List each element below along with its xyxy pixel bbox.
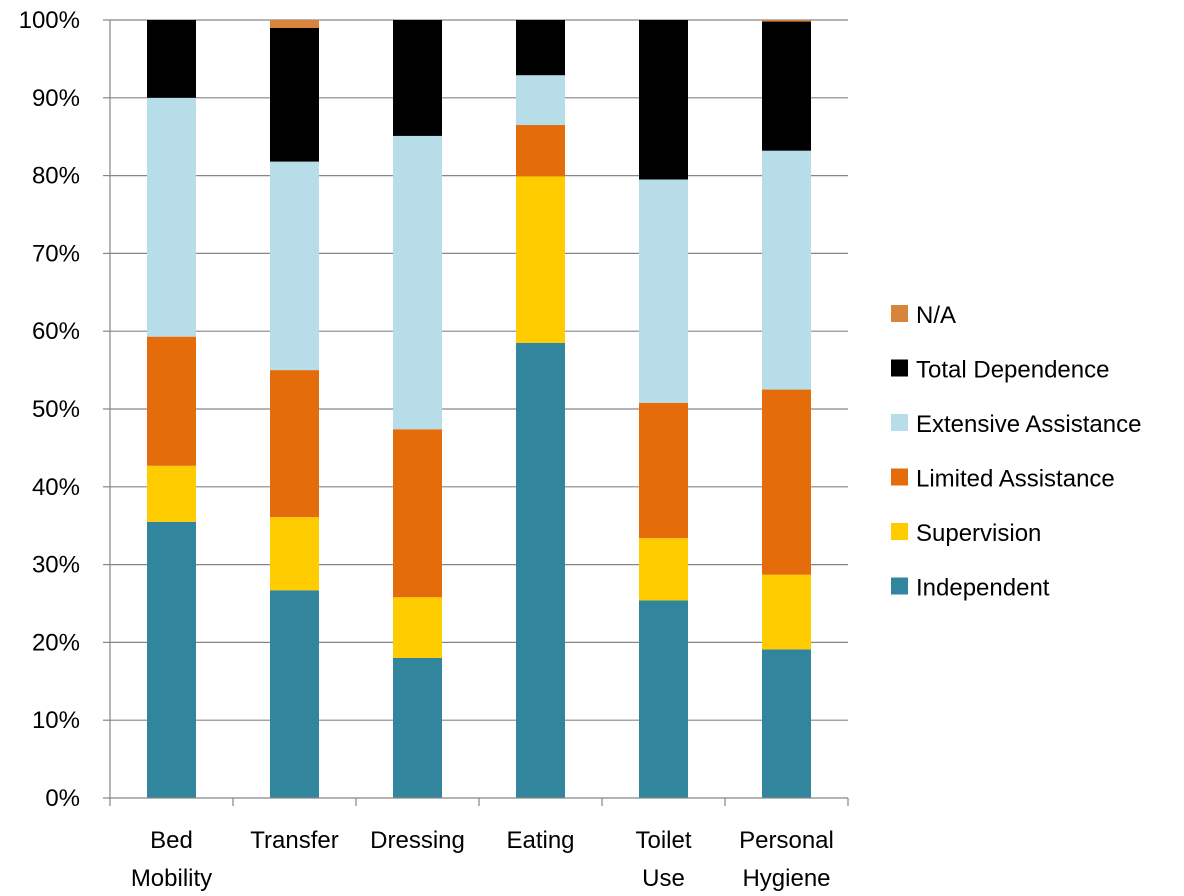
bar-segment-supervision — [762, 574, 811, 650]
x-category-label: Hygiene — [742, 865, 830, 892]
y-tick-label: 30% — [32, 552, 80, 579]
bar-segment-supervision — [639, 538, 688, 601]
bar-segment-extensive-assistance — [762, 150, 811, 390]
legend-label: Supervision — [916, 520, 1041, 547]
x-category-label: Eating — [506, 827, 574, 854]
bar-segment-total-dependence — [516, 20, 565, 76]
x-category-label: Toilet — [635, 827, 691, 854]
y-tick-label: 80% — [32, 163, 80, 190]
bar-segment-total-dependence — [639, 20, 688, 180]
bar-segment-total-dependence — [147, 20, 196, 98]
bar-segment-independent — [270, 590, 319, 798]
bar-segment-extensive-assistance — [393, 135, 442, 430]
axes: 0% 10% 20% 30% 40% 50% 60% 70% 80% 90% 100% Bed Mobi… — [19, 7, 849, 892]
bar-segment-limited-assistance — [147, 336, 196, 466]
bar-segment-supervision — [393, 597, 442, 658]
bar-segment-independent — [147, 521, 196, 798]
x-category-label: Mobility — [131, 865, 212, 892]
legend-swatch — [891, 359, 908, 377]
y-tick-label: 10% — [32, 707, 80, 734]
bar-segment-extensive-assistance — [516, 75, 565, 126]
bar-segment-supervision — [270, 517, 319, 591]
bar-segment-limited-assistance — [393, 429, 442, 598]
x-category-label: Personal — [739, 827, 834, 854]
legend-label: Limited Assistance — [916, 466, 1115, 493]
bar-segment-supervision — [147, 465, 196, 522]
bar-segment-total-dependence — [762, 21, 811, 151]
bar-segment-limited-assistance — [516, 125, 565, 177]
bar-segment-independent — [762, 649, 811, 798]
legend: N/A Total Dependence Extensive Assistance L… — [891, 302, 1141, 602]
x-category-label: Dressing — [370, 827, 465, 854]
legend-swatch — [891, 577, 908, 595]
legend-label: Extensive Assistance — [916, 411, 1141, 438]
x-category-label: Use — [642, 865, 685, 892]
legend-label: Total Dependence — [916, 357, 1109, 384]
legend-label: N/A — [916, 302, 956, 329]
bar-segment-total-dependence — [393, 20, 442, 136]
y-tick-label: 0% — [45, 785, 80, 812]
bar-segment-limited-assistance — [270, 370, 319, 518]
legend-swatch — [891, 305, 908, 322]
bar-segment-extensive-assistance — [147, 97, 196, 337]
bar-segment-extensive-assistance — [270, 161, 319, 371]
bar-segment-limited-assistance — [762, 389, 811, 575]
x-category-label: Bed — [150, 827, 193, 854]
y-tick-label: 50% — [32, 396, 80, 423]
bar-segment-independent — [639, 600, 688, 798]
bar-segment-extensive-assistance — [639, 179, 688, 403]
bar-segment-total-dependence — [270, 27, 319, 162]
y-tick-label: 90% — [32, 85, 80, 112]
gridlines — [110, 19, 848, 721]
y-tick-label: 60% — [32, 318, 80, 345]
y-tick-label: 20% — [32, 629, 80, 656]
legend-swatch — [891, 414, 908, 431]
y-tick-label: 70% — [32, 240, 80, 267]
bar-segment-n-a — [270, 20, 319, 28]
legend-swatch — [891, 468, 908, 486]
bar-segment-independent — [516, 342, 565, 798]
bar-segment-independent — [393, 657, 442, 798]
legend-label: Independent — [916, 575, 1050, 602]
bar-segment-limited-assistance — [639, 402, 688, 539]
y-tick-label: 100% — [19, 7, 80, 34]
bar-segment-supervision — [516, 176, 565, 343]
bars — [147, 20, 811, 798]
bar-segment-n-a — [762, 20, 811, 22]
legend-swatch — [891, 523, 908, 540]
x-category-label: Transfer — [250, 827, 338, 854]
y-tick-label: 40% — [32, 474, 80, 501]
